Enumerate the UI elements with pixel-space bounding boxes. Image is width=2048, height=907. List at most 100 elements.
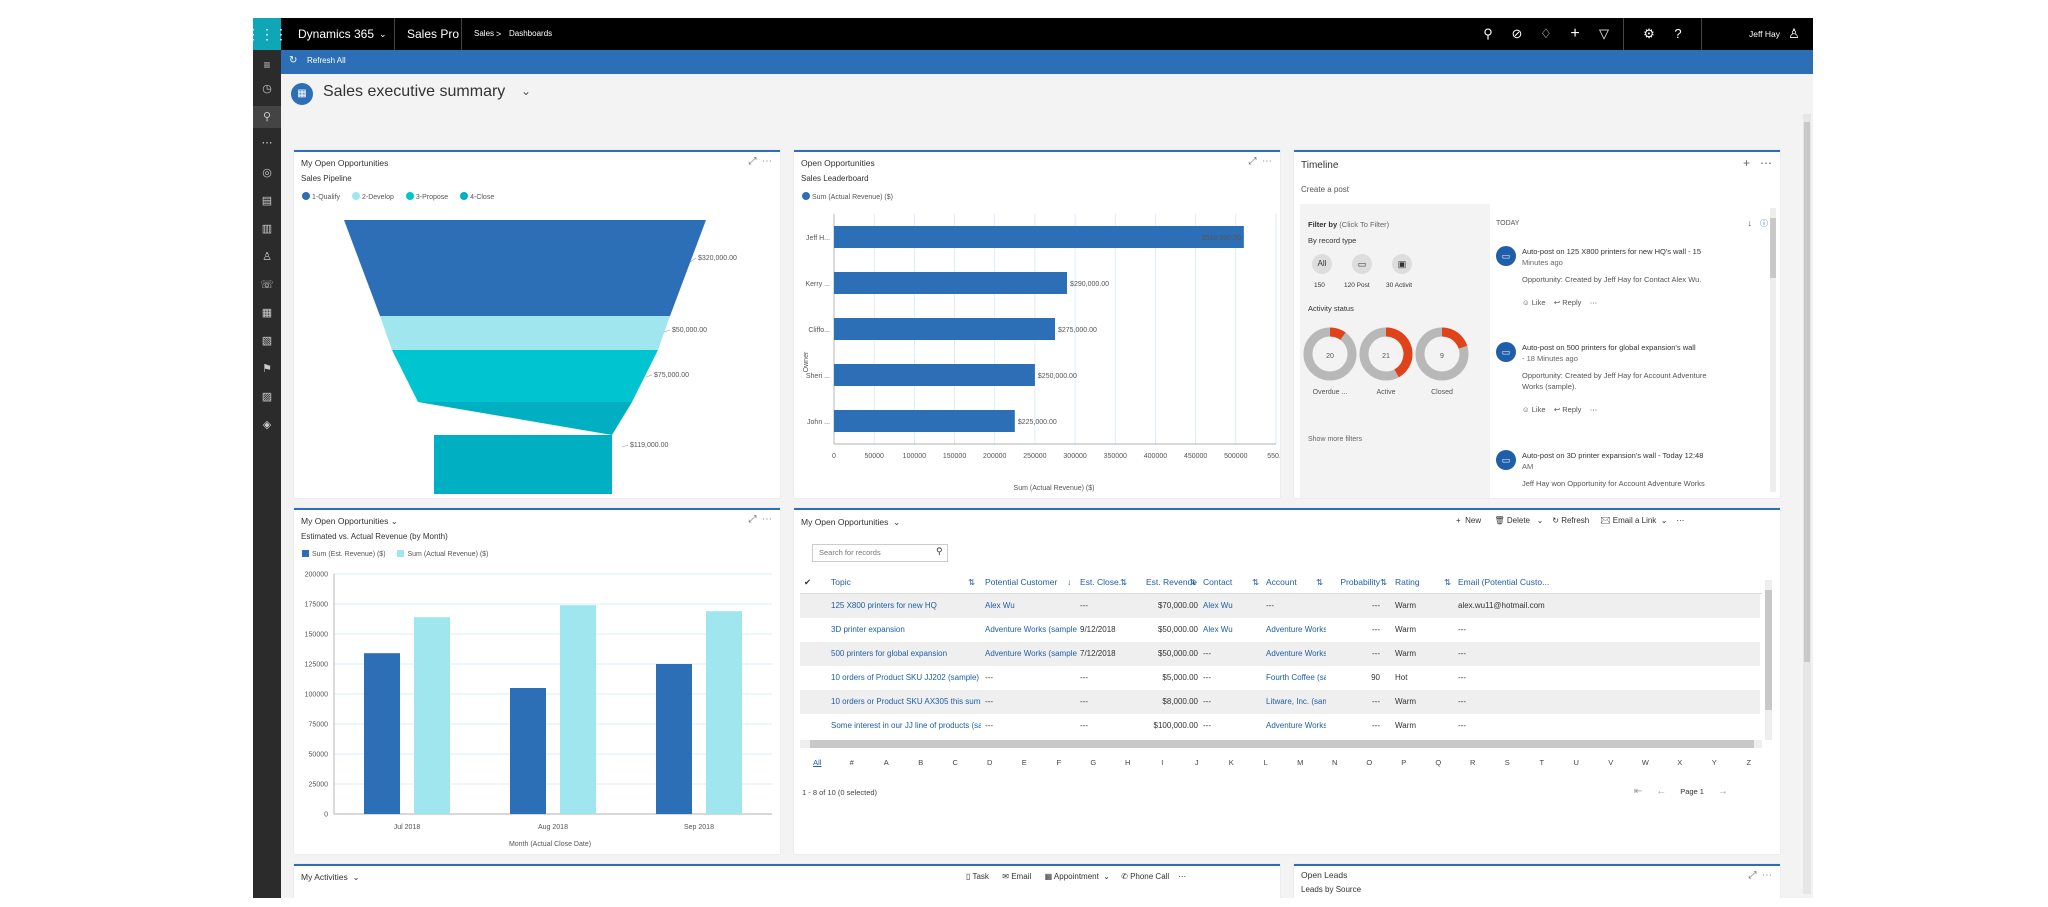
alphabet-filter-item[interactable]: K bbox=[1228, 758, 1234, 767]
app-name[interactable]: Dynamics 365 bbox=[298, 27, 375, 41]
alphabet-filter-item[interactable]: B bbox=[918, 758, 924, 767]
record-type-all[interactable]: All bbox=[1312, 254, 1332, 274]
column-header[interactable]: Contact bbox=[1203, 577, 1233, 587]
legend-item[interactable]: 1-Qualify bbox=[302, 192, 340, 201]
hamburger-menu-icon[interactable]: ≡ bbox=[263, 58, 271, 72]
delete-button[interactable]: 🗑 Delete bbox=[1494, 516, 1530, 525]
user-name[interactable]: Jeff Hay bbox=[1749, 29, 1781, 39]
show-more-filters-link[interactable]: Show more filters bbox=[1308, 436, 1363, 443]
legend-item[interactable]: 2-Develop bbox=[351, 192, 394, 201]
pinned-icon[interactable]: ⚲ bbox=[253, 106, 281, 128]
donut-segment[interactable] bbox=[1329, 327, 1346, 341]
chevron-down-icon[interactable]: ⌄ bbox=[1536, 516, 1544, 525]
donut-2[interactable]: 9 Closed bbox=[1415, 327, 1469, 396]
bar[interactable] bbox=[364, 653, 400, 814]
search-records-input[interactable]: Search for records bbox=[812, 544, 948, 562]
funnel-segment-qualify[interactable] bbox=[344, 220, 706, 316]
search-icon[interactable]: ⚲ bbox=[1483, 26, 1493, 41]
alphabet-filter-item[interactable]: F bbox=[1056, 758, 1062, 767]
chevron-down-icon[interactable]: ⌄ bbox=[379, 29, 387, 39]
alphabet-filter-item[interactable]: A bbox=[883, 758, 889, 767]
contacts-icon[interactable]: ♙ bbox=[262, 251, 272, 263]
chevron-down-icon[interactable]: ⌄ bbox=[390, 516, 398, 526]
previous-page-icon[interactable]: ← bbox=[1656, 786, 1667, 797]
bar[interactable] bbox=[414, 617, 450, 814]
column-header[interactable]: Potential Customer bbox=[985, 577, 1058, 587]
alphabet-filter-item[interactable]: G bbox=[1090, 758, 1097, 767]
appointment-button[interactable]: ▦ Appointment bbox=[1044, 872, 1099, 881]
expand-icon[interactable]: ⤢ bbox=[1748, 870, 1757, 881]
filter-icon[interactable]: ▽ bbox=[1599, 26, 1609, 41]
first-page-icon[interactable]: ⇤ bbox=[1634, 786, 1643, 797]
like-button[interactable]: ☺ Like bbox=[1522, 405, 1546, 414]
email-link-button[interactable]: ✉ Email a Link bbox=[1600, 516, 1657, 525]
chevron-down-icon[interactable]: ⌄ bbox=[893, 517, 901, 527]
sort-icon[interactable]: ⇅ bbox=[1120, 577, 1128, 587]
column-header[interactable]: Est. Close... bbox=[1080, 577, 1126, 587]
bar[interactable] bbox=[834, 410, 1015, 432]
funnel-segment-close[interactable] bbox=[418, 402, 632, 494]
next-page-icon[interactable]: → bbox=[1717, 786, 1728, 797]
email-button[interactable]: ✉ Email bbox=[1002, 872, 1032, 881]
alphabet-filter-item[interactable]: Y bbox=[1711, 758, 1717, 767]
legend-item[interactable]: Sum (Actual Revenue) ($) bbox=[802, 192, 893, 201]
table-cell[interactable]: Fourth Coffee (sampl bbox=[1266, 673, 1326, 682]
more-icon[interactable]: ⋯ bbox=[1262, 156, 1272, 167]
refresh-icon[interactable]: ↻ bbox=[289, 55, 298, 66]
alphabet-filter-item[interactable]: # bbox=[849, 758, 854, 767]
table-cell[interactable]: Alex Wu bbox=[985, 601, 1015, 610]
click-to-filter-link[interactable]: (Click To Filter) bbox=[1339, 220, 1390, 229]
sort-icon[interactable]: ⇅ bbox=[1444, 577, 1452, 587]
more-icon[interactable]: ⋯ bbox=[1676, 516, 1685, 525]
bar[interactable] bbox=[510, 688, 546, 814]
donut-segment[interactable] bbox=[1441, 327, 1468, 349]
grid-horizontal-scrollbar[interactable] bbox=[800, 740, 1762, 748]
competitors-icon[interactable]: ▧ bbox=[261, 335, 273, 347]
more-icon[interactable]: ⋯ bbox=[261, 137, 273, 149]
column-header[interactable]: Topic bbox=[831, 577, 851, 587]
alphabet-filter-item[interactable]: X bbox=[1677, 758, 1683, 767]
legend-item[interactable]: 3-Propose bbox=[405, 192, 448, 201]
alphabet-filter-item[interactable]: O bbox=[1366, 758, 1373, 767]
leads-icon[interactable]: ☏ bbox=[260, 279, 274, 291]
more-icon[interactable]: ⋯ bbox=[1760, 156, 1772, 170]
more-icon[interactable]: ⋯ bbox=[1762, 870, 1772, 881]
sort-icon[interactable]: ⇅ bbox=[1189, 577, 1197, 587]
lightbulb-icon[interactable]: ♢ bbox=[1540, 26, 1552, 41]
alphabet-filter-item[interactable]: H bbox=[1125, 758, 1131, 767]
grid-vertical-scrollbar[interactable] bbox=[1765, 580, 1772, 740]
new-button[interactable]: + New bbox=[1456, 516, 1482, 525]
expand-icon[interactable]: ⤢ bbox=[748, 156, 757, 167]
activities-view-selector[interactable]: My Activities ⌄ bbox=[301, 872, 360, 882]
activities-icon[interactable]: ▤ bbox=[261, 195, 273, 207]
alphabet-filter-item[interactable]: D bbox=[987, 758, 993, 767]
table-row[interactable]: Some interest in our JJ line of products… bbox=[800, 714, 1760, 738]
alphabet-filter-item[interactable]: J bbox=[1194, 758, 1199, 767]
legend-item[interactable]: Sum (Est. Revenue) ($) bbox=[302, 550, 386, 558]
table-row[interactable]: 500 printers for global expansion Adventu… bbox=[800, 642, 1760, 666]
phone-call-button[interactable]: ✆ Phone Call bbox=[1121, 872, 1170, 881]
legend-item[interactable]: Sum (Actual Revenue) ($) bbox=[397, 550, 488, 558]
donut-1[interactable]: 21 Active bbox=[1359, 327, 1413, 396]
table-row[interactable]: 10 orders of Product SKU JJ202 (sample) -… bbox=[800, 666, 1760, 690]
reply-button[interactable]: ↩ Reply bbox=[1553, 405, 1582, 414]
search-icon[interactable]: ⚲ bbox=[936, 546, 943, 556]
table-cell[interactable]: Alex Wu bbox=[1203, 601, 1233, 610]
refresh-button[interactable]: ↻ Refresh bbox=[1552, 516, 1590, 525]
chevron-down-icon[interactable]: ⌄ bbox=[521, 84, 532, 98]
table-cell[interactable]: Some interest in our JJ line of products… bbox=[831, 721, 981, 730]
user-avatar-icon[interactable]: ♙ bbox=[1788, 26, 1800, 41]
column-header[interactable]: Rating bbox=[1395, 577, 1420, 587]
chevron-down-icon[interactable]: ⌄ bbox=[1660, 516, 1668, 525]
reply-button[interactable]: ↩ Reply bbox=[1553, 298, 1582, 307]
column-header[interactable]: Est. Revenue bbox=[1146, 577, 1198, 587]
dashboards-icon[interactable]: ◎ bbox=[262, 167, 272, 179]
grid-view-selector[interactable]: My Open Opportunities ⌄ bbox=[801, 517, 901, 527]
quotes-icon[interactable]: ⚑ bbox=[262, 363, 272, 375]
expand-icon[interactable]: ⤢ bbox=[1248, 156, 1257, 167]
table-row[interactable]: 10 orders or Product SKU AX305 this summ… bbox=[800, 690, 1760, 714]
new-record-icon[interactable]: + bbox=[1570, 25, 1580, 42]
alphabet-filter-item[interactable]: L bbox=[1263, 758, 1268, 767]
bar[interactable] bbox=[834, 318, 1055, 340]
app-launcher-icon[interactable]: ⋮⋮⋮ bbox=[253, 18, 288, 50]
